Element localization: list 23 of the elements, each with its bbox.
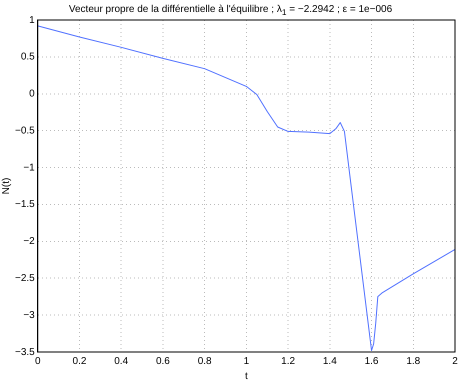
y-tick-label: −1.5 bbox=[14, 199, 36, 210]
y-tick-label: −3 bbox=[23, 310, 36, 321]
y-tick-label: −3.5 bbox=[14, 346, 36, 358]
x-tick-label: 1 bbox=[244, 356, 250, 367]
y-axis-title: N(t) bbox=[0, 178, 12, 194]
chart-title: Vecteur propre de la différentielle à l'équilibre ; λ$_{1}$ = −2.2942 ; ε = 1e−006 bbox=[68, 4, 392, 17]
y-tick-label: −2 bbox=[23, 236, 36, 248]
x-tick-label: 0.4 bbox=[114, 356, 129, 367]
x-tick-label: 1.8 bbox=[406, 356, 421, 367]
y-tick-label: 0 bbox=[29, 88, 36, 100]
x-tick-label: 1.2 bbox=[281, 356, 296, 367]
y-tick-label: 1 bbox=[29, 14, 36, 26]
x-tick-label: 1.6 bbox=[364, 356, 379, 367]
y-tick-label: 0.5 bbox=[20, 52, 36, 63]
x-tick-label: 0.8 bbox=[198, 356, 212, 367]
x-axis-title: t bbox=[244, 370, 248, 382]
x-tick-label: 0.2 bbox=[72, 356, 87, 367]
y-tick-label: −0.5 bbox=[14, 125, 36, 136]
x-tick-label: 2 bbox=[452, 356, 458, 367]
y-tick-label: −1 bbox=[23, 162, 36, 174]
x-tick-label: 0.6 bbox=[156, 356, 170, 367]
x-tick-label: 1.4 bbox=[322, 356, 338, 367]
y-tick-label: −2.5 bbox=[14, 272, 36, 284]
